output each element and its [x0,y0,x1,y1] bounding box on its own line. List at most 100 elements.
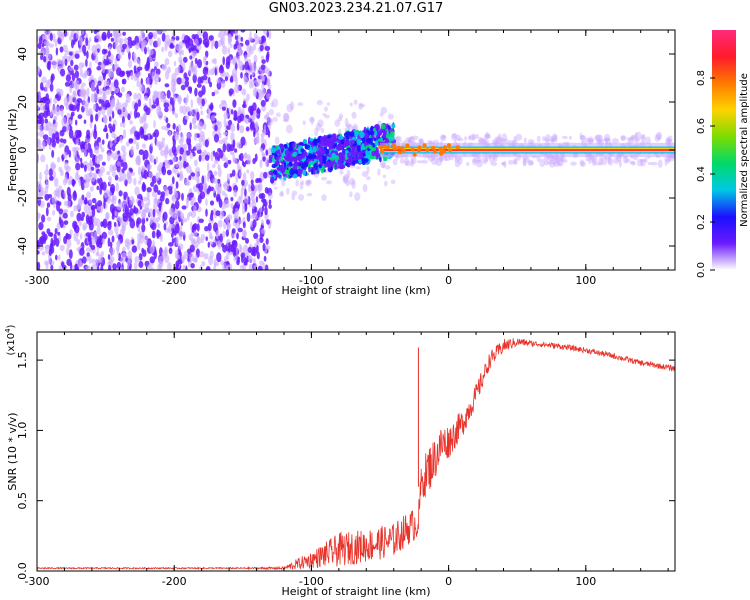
spectrogram-noise-cell [115,232,119,239]
spectrogram-noise-cell [188,211,192,217]
spectrogram-noise-cell [53,97,58,104]
spectrogram-noise-cell [82,44,87,54]
x-tick-label: 0 [445,274,452,287]
spectrogram-noise-cell [91,197,97,204]
spectrogram-noise-cell [233,116,238,121]
spectrogram-noise-cell [169,42,174,48]
spectrogram-noise-cell [184,76,190,82]
spectrogram-noise-cell [177,65,181,73]
spectrogram-band-cell [369,130,374,136]
spectrogram-faint-cell [603,137,610,142]
spectrogram-noise-cell [251,246,257,257]
spectrogram-noise-cell [67,193,72,202]
spectrogram-noise-cell [155,97,160,107]
spectrogram-noise-cell [64,58,68,66]
spectrogram-noise-cell [222,262,227,270]
spectrogram-faint-cell [408,136,415,144]
spectrogram-noise-cell [133,73,138,82]
spectrogram-noise-cell [83,119,87,124]
spectrogram-band-cell [292,142,296,148]
spectrogram-noise-cell [213,170,218,176]
spectrogram-noise-cell [38,222,44,231]
spectrogram-noise-cell [164,70,170,80]
spectrogram-noise-cell [192,73,197,84]
spectrogram-band-cell [276,156,279,163]
spectrogram-noise-cell [172,138,176,148]
spectrogram-noise-cell [155,172,160,182]
spectrogram-noise-cell [42,141,46,150]
spectrogram-faint-cell [658,159,663,168]
spectrogram-noise-cell [248,37,254,42]
spectrogram-noise-cell [58,88,64,97]
spectrogram-noise-cell [113,221,117,227]
spectrogram-noise-cell [164,58,170,66]
y-tick-label: 0 [16,147,29,154]
spectrogram-band-cell [309,138,314,142]
spectrogram-noise-cell [189,192,194,198]
spectrogram-faint-cell [306,180,310,185]
spectrogram-noise-cell [237,34,241,44]
spectrogram-band-cell [283,161,287,168]
spectrogram-faint-cell [354,192,361,201]
spectrogram-faint-cell [584,137,591,143]
spectrogram-noise-cell [233,189,238,198]
spectrogram-noise-cell [205,236,208,241]
spectrogram-noise-cell [174,169,179,176]
spectrogram-faint-cell [502,133,507,142]
plot-frame [36,331,676,572]
spectrogram-noise-cell [131,171,136,177]
spectrogram-faint-cell [549,138,555,143]
spectrogram-noise-cell [44,118,48,124]
spectrogram-faint-cell [570,161,577,166]
spectrogram-band-cell [337,145,341,152]
spectrogram-noise-cell [125,70,131,75]
spectrogram-band-cell [328,137,334,145]
spectrogram-noise-cell [163,223,167,231]
spectrogram-noise-cell [221,106,226,111]
spectrogram-noise-cell [121,79,125,85]
spectrogram-faint-cell [595,134,602,143]
spectrogram-band-cell [389,131,395,138]
spectrogram-noise-cell [266,93,271,100]
spectrogram-noise-cell [255,78,261,87]
spectrogram-faint-cell [630,135,635,141]
spectrogram-noise-cell [168,130,172,137]
spectrogram-noise-cell [228,37,232,42]
spectrogram-noise-cell [48,43,55,48]
spectrogram-noise-cell [216,252,222,263]
spectrogram-noise-cell [164,44,168,52]
spectrogram-noise-cell [244,152,247,159]
spectrogram-noise-cell [39,36,43,45]
spectrogram-noise-cell [86,87,90,98]
spectrogram-band-cell [300,148,305,153]
spectrogram-band-cell [270,147,276,154]
spectrogram-noise-cell [95,259,99,268]
spectrogram-noise-cell [150,222,157,231]
spectrogram-faint-cell [559,156,564,163]
spectrogram-faint-cell [466,162,470,166]
spectrogram-noise-cell [229,244,235,253]
spectrogram-faint-cell [490,161,498,166]
spectrogram-noise-cell [38,51,43,56]
spectrogram-noise-cell [46,202,51,208]
spectrogram-noise-cell [133,205,136,213]
spectrogram-noise-cell [252,212,258,221]
spectrogram-band-cell [357,159,363,164]
spectrogram-noise-cell [108,195,111,202]
spectrogram-noise-cell [75,138,80,146]
spectrogram-faint-cell [268,108,274,116]
spectrogram-noise-cell [76,103,80,112]
spectrogram-noise-cell [218,103,223,110]
spectrogram-faint-cell [641,135,645,140]
spectrogram-noise-cell [183,56,188,63]
spectrogram-noise-cell [221,242,225,248]
spectrogram-noise-cell [228,186,232,192]
spectrogram-noise-cell [73,205,78,212]
spectrogram-noise-cell [172,87,175,97]
spectrogram-noise-cell [263,201,268,208]
spectrogram-noise-cell [179,212,185,220]
spectrogram-noise-cell [37,140,42,149]
spectrogram-noise-cell [65,233,72,240]
spectrogram-noise-cell [181,49,185,56]
spectrogram-noise-cell [128,138,134,144]
